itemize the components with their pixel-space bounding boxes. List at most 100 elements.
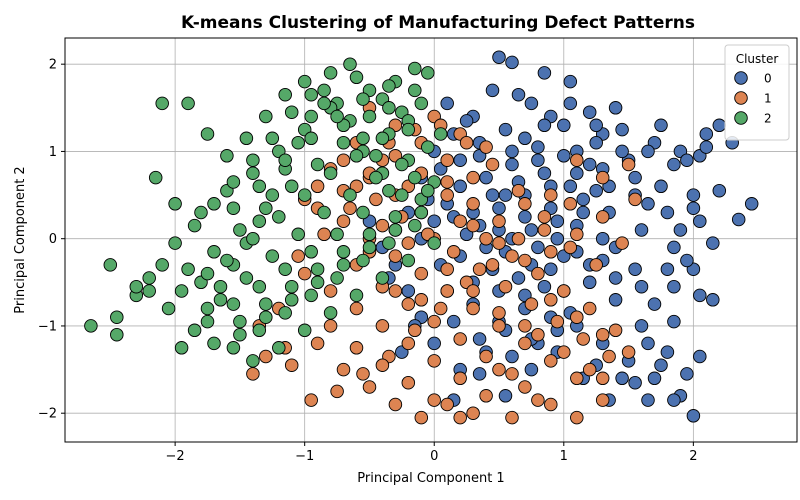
point-cluster-0-26	[686, 188, 701, 202]
point-cluster-0-99	[693, 288, 707, 303]
point-cluster-0-66	[537, 118, 552, 133]
point-cluster-2-56	[233, 327, 247, 342]
point-cluster-2-142	[226, 201, 241, 215]
point-cluster-1-51	[531, 266, 545, 281]
point-cluster-0-179	[686, 201, 701, 215]
point-cluster-1-88	[343, 201, 357, 215]
point-cluster-2-149	[408, 61, 422, 76]
point-cluster-2-111	[323, 166, 338, 180]
point-cluster-2-58	[246, 354, 260, 368]
point-cluster-2-110	[297, 188, 312, 202]
point-cluster-2-39	[220, 149, 234, 163]
point-cluster-2-78	[187, 218, 202, 233]
point-cluster-1-42	[492, 362, 506, 377]
point-cluster-2-57	[207, 336, 221, 351]
point-cluster-2-123	[233, 314, 247, 329]
point-cluster-0-3	[505, 55, 519, 70]
point-cluster-1-24	[453, 371, 467, 386]
point-cluster-2-41	[259, 109, 273, 124]
point-cluster-2-76	[155, 258, 169, 272]
point-cluster-1-124	[544, 245, 558, 259]
point-cluster-2-40	[239, 131, 254, 146]
point-cluster-1-25	[427, 354, 441, 368]
point-cluster-1-23	[479, 389, 493, 403]
point-cluster-1-137	[459, 135, 474, 150]
point-cluster-1-16	[492, 319, 506, 333]
point-cluster-2-1	[110, 310, 124, 324]
point-cluster-0-56	[427, 336, 441, 351]
point-cluster-0-161	[518, 210, 532, 224]
point-cluster-2-135	[356, 253, 370, 268]
point-cluster-2-147	[356, 92, 370, 106]
point-cluster-1-64	[492, 214, 506, 228]
point-cluster-0-98	[667, 314, 681, 329]
point-cluster-1-112	[401, 375, 416, 390]
point-cluster-0-0	[440, 96, 454, 111]
y-tick-label-1: −1	[38, 319, 57, 334]
point-cluster-0-149	[641, 393, 655, 407]
point-cluster-2-100	[207, 245, 221, 259]
point-cluster-1-130	[375, 218, 390, 233]
point-cluster-0-175	[608, 271, 623, 285]
point-cluster-2-35	[148, 170, 163, 185]
point-cluster-1-113	[427, 393, 441, 407]
point-cluster-2-122	[259, 297, 273, 311]
point-cluster-2-23	[408, 83, 422, 98]
point-cluster-2-94	[362, 109, 377, 124]
point-cluster-2-101	[181, 262, 195, 276]
point-cluster-2-4	[161, 301, 176, 316]
point-cluster-0-27	[660, 205, 675, 220]
point-cluster-2-52	[336, 258, 351, 272]
point-cluster-1-37	[362, 380, 377, 394]
point-cluster-0-115	[511, 87, 526, 102]
point-cluster-1-109	[323, 319, 338, 333]
point-cluster-0-101	[680, 253, 694, 268]
point-cluster-2-51	[362, 240, 377, 255]
point-cluster-0-79	[647, 297, 662, 311]
point-cluster-0-92	[511, 271, 526, 285]
point-cluster-1-78	[433, 301, 448, 316]
point-cluster-2-48	[395, 188, 409, 202]
point-cluster-1-19	[570, 371, 584, 386]
point-cluster-1-106	[531, 327, 545, 342]
point-cluster-0-116	[537, 66, 552, 80]
point-cluster-2-59	[272, 341, 286, 355]
point-cluster-1-45	[570, 410, 584, 425]
point-cluster-0-4	[524, 96, 539, 111]
point-cluster-0-73	[712, 183, 727, 198]
point-cluster-1-114	[453, 410, 467, 425]
point-cluster-1-69	[621, 157, 636, 172]
point-cluster-2-121	[284, 279, 299, 294]
data-points	[84, 50, 759, 425]
point-cluster-2-8	[213, 279, 228, 294]
point-cluster-0-129	[595, 231, 610, 246]
point-cluster-1-8	[336, 153, 351, 167]
point-cluster-0-11	[531, 153, 545, 167]
point-cluster-2-109	[272, 210, 286, 224]
point-cluster-2-85	[323, 66, 338, 80]
point-cluster-2-117	[388, 210, 403, 224]
point-cluster-1-54	[453, 214, 467, 228]
point-cluster-2-108	[246, 231, 260, 246]
point-cluster-1-4	[440, 188, 454, 202]
point-cluster-1-103	[453, 332, 467, 346]
point-cluster-2-112	[349, 149, 364, 163]
point-cluster-1-17	[518, 336, 532, 351]
point-cluster-1-123	[518, 253, 532, 268]
y-axis-label: Principal Component 2	[13, 166, 28, 313]
point-cluster-2-12	[265, 188, 280, 202]
point-cluster-0-58	[401, 284, 416, 298]
point-cluster-2-38	[200, 127, 215, 141]
point-cluster-2-0	[84, 319, 98, 333]
point-cluster-2-148	[382, 79, 396, 93]
point-cluster-2-137	[304, 288, 318, 303]
point-cluster-1-3	[466, 170, 480, 185]
point-cluster-1-75	[511, 231, 526, 246]
point-cluster-1-47	[621, 345, 636, 359]
point-cluster-0-53	[505, 349, 519, 364]
point-cluster-2-88	[382, 101, 396, 115]
point-cluster-2-6	[187, 323, 202, 338]
point-cluster-2-15	[304, 109, 318, 124]
point-cluster-1-67	[570, 153, 584, 167]
